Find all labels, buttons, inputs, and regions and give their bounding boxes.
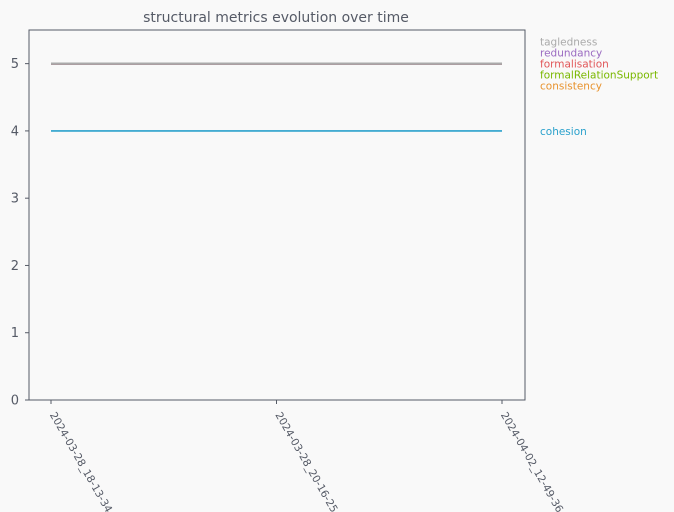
x-tick-label: 2024-03-28_18-13-34 xyxy=(47,410,115,512)
y-tick-label: 3 xyxy=(11,192,19,207)
x-tick-label: 2024-03-28_20-16-25 xyxy=(272,410,339,512)
chart-title: structural metrics evolution over time xyxy=(143,10,409,26)
x-tick-label: 2024-04-02_12-49-36 xyxy=(498,410,566,512)
legend-label-cohesion: cohesion xyxy=(540,126,587,138)
y-axis: 0 1 2 3 4 5 xyxy=(11,57,29,409)
y-tick-label: 4 xyxy=(11,124,19,139)
plot-area xyxy=(28,29,526,401)
y-tick-label: 2 xyxy=(11,259,19,274)
x-axis: 2024-03-28_18-13-34 2024-03-28_20-16-25 20… xyxy=(47,400,566,512)
legend-label-formalisation: formalisation xyxy=(540,59,609,71)
legend: cohesion taglednessredundancyformalisatio… xyxy=(540,37,658,138)
legend-label-formalRelationSupport: formalRelationSupport xyxy=(540,70,658,82)
y-tick-label: 5 xyxy=(11,57,19,72)
y-tick-label: 0 xyxy=(11,394,19,409)
legend-label-redundancy: redundancy xyxy=(540,48,602,60)
y-tick-label: 1 xyxy=(11,326,19,341)
legend-label-tagledness: tagledness xyxy=(540,37,597,49)
series-lines xyxy=(51,62,502,132)
legend-label-consistency: consistency xyxy=(540,81,602,93)
